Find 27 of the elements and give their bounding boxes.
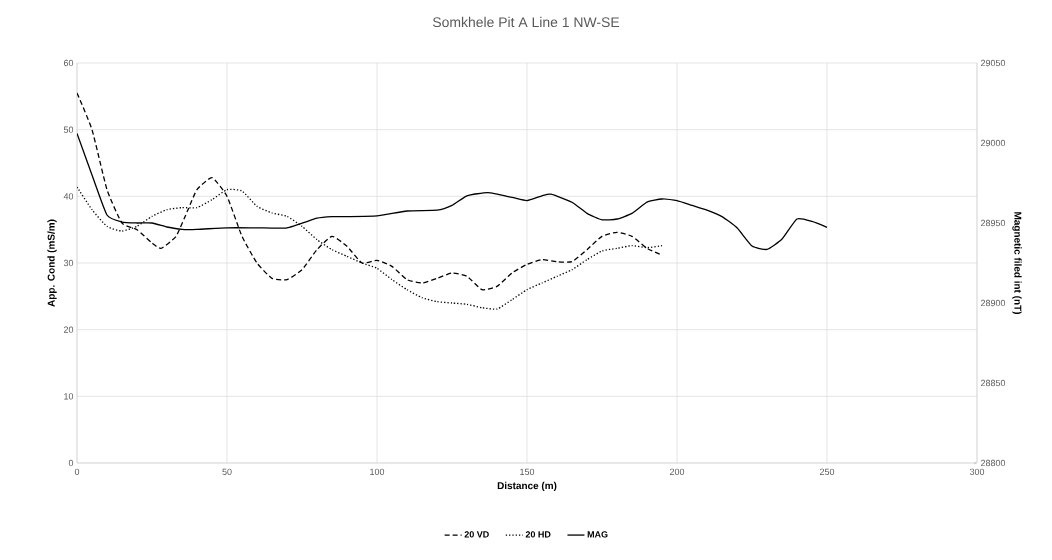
legend-label: 20 VD — [464, 531, 489, 538]
y-axis-title: App. Cond (mS/m) — [47, 219, 57, 307]
y-tick-label: 50 — [63, 126, 74, 133]
x-axis-title: Distance (m) — [497, 481, 557, 492]
x-tick-label: 250 — [819, 468, 835, 475]
x-tick-label: 50 — [222, 468, 232, 475]
y-tick-label: 10 — [64, 393, 74, 400]
x-tick-label: 300 — [969, 468, 985, 475]
chart-title: Somkhele Pit A Line 1 NW-SE — [432, 16, 620, 28]
y2-tick-label: 29050 — [980, 59, 1006, 67]
y2-tick-label: 28850 — [980, 379, 1006, 387]
y-tick-label: 60 — [63, 59, 74, 67]
y2-tick-label: 28800 — [980, 459, 1006, 467]
x-tick-label: 100 — [370, 468, 385, 475]
y2-axis-title: Magnetic filed int (nT) — [1012, 212, 1022, 314]
y-tick-label: 40 — [63, 193, 74, 200]
legend-label: 20 HD — [525, 531, 551, 538]
y-tick-label: 0 — [68, 459, 74, 467]
y2-tick-label: 28900 — [980, 299, 1006, 307]
x-tick-label: 150 — [520, 468, 535, 475]
x-tick-label: 0 — [74, 468, 80, 475]
y2-tick-label: 29000 — [980, 139, 1006, 147]
legend-label: MAG — [587, 531, 608, 538]
x-tick-label: 200 — [669, 468, 685, 475]
y-tick-label: 30 — [63, 259, 74, 267]
y2-tick-label: 28950 — [980, 219, 1006, 227]
y-tick-label: 20 — [63, 326, 74, 333]
